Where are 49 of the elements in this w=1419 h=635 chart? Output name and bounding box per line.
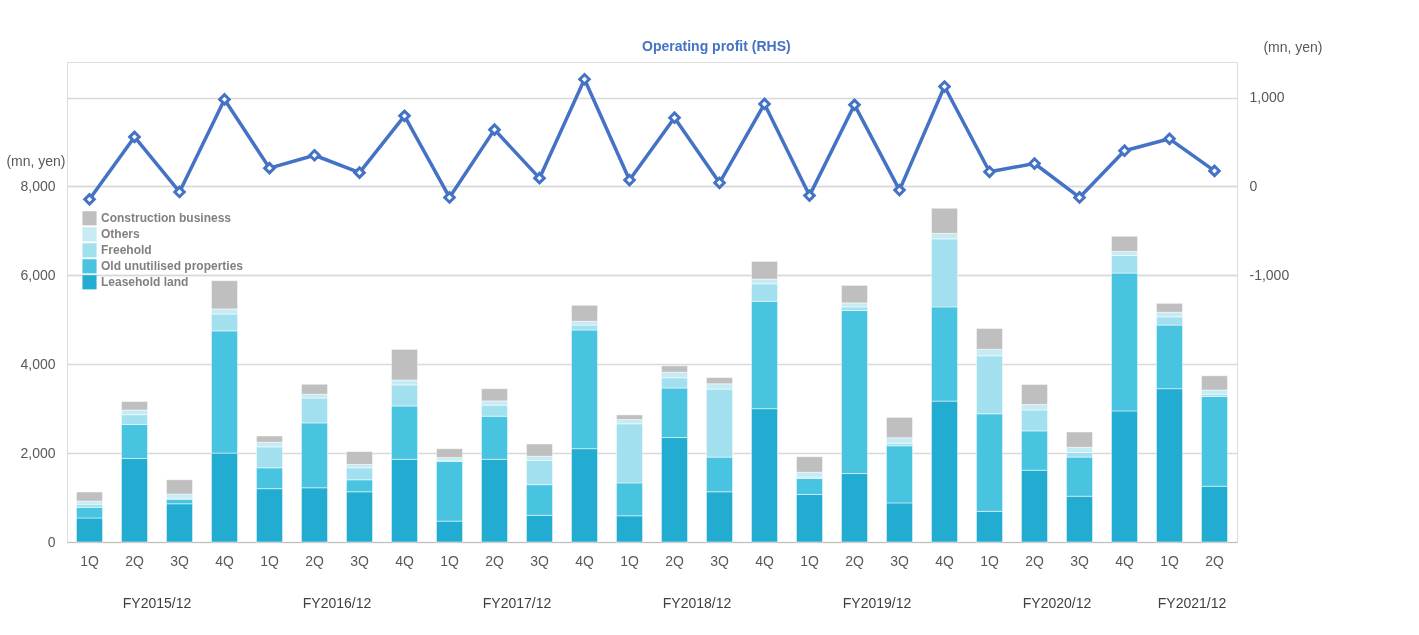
x-tick-label: 4Q — [575, 552, 594, 569]
x-tick-label: 3Q — [710, 552, 729, 569]
x-tick-label: 2Q — [665, 552, 684, 569]
y2-tick-label: 1,000 — [1249, 89, 1285, 106]
x-tick-label: 1Q — [620, 552, 639, 569]
legend-label: Freehold — [101, 243, 152, 258]
x-tick-label: 1Q — [260, 552, 279, 569]
x-tick-label: 4Q — [755, 552, 774, 569]
x-tick-label: 1Q — [800, 552, 819, 569]
x-tick-label: 2Q — [1205, 552, 1224, 569]
legend-label: Construction business — [101, 211, 232, 226]
x-tick-label: 2Q — [845, 552, 864, 569]
text: FY2016/12 — [302, 595, 372, 611]
y2-tick-label: -1,000 — [1249, 266, 1290, 283]
y-tick-label: 8,000 — [20, 177, 56, 194]
x-tick-label: 2Q — [125, 552, 144, 569]
x-tick-label: 1Q — [80, 552, 99, 569]
x-tick-label: 3Q — [890, 552, 909, 569]
y-axis-title: (mn, yen) — [6, 152, 66, 169]
x-tick-label: 4Q — [1115, 552, 1134, 569]
text: FY2020/12 — [1022, 595, 1092, 611]
y-tick-label: 0 — [47, 533, 56, 550]
x-tick-label: 2Q — [305, 552, 324, 569]
x-tick-label: 1Q — [440, 552, 459, 569]
x-tick-label: 4Q — [215, 552, 234, 569]
y-tick-label: 2,000 — [20, 444, 56, 461]
legend-label: Others — [101, 227, 140, 242]
text: FY2018/12 — [662, 595, 732, 611]
text: FY2017/12 — [482, 595, 552, 611]
y-tick-label: 4,000 — [20, 355, 56, 372]
y2-axis-title: (mn, yen) — [1263, 38, 1323, 55]
x-tick-label: 3Q — [530, 552, 549, 569]
x-tick-label: 3Q — [1070, 552, 1089, 569]
legend-label: Old unutilised properties — [101, 259, 244, 274]
y-tick-label: 6,000 — [20, 266, 56, 283]
legend-label: Leasehold land — [101, 275, 189, 290]
x-tick-label: 3Q — [350, 552, 369, 569]
x-tick-label: 2Q — [1025, 552, 1044, 569]
x-tick-label: 1Q — [980, 552, 999, 569]
x-tick-label: 4Q — [395, 552, 414, 569]
x-tick-label: 2Q — [485, 552, 504, 569]
text: FY2021/12 — [1157, 595, 1227, 611]
x-tick-label: 3Q — [170, 552, 189, 569]
text: Operating profit (RHS) — [642, 38, 791, 54]
text: FY2019/12 — [842, 595, 912, 611]
y2-tick-label: 0 — [1249, 177, 1258, 194]
text: FY2015/12 — [122, 595, 192, 611]
x-tick-label: 4Q — [935, 552, 954, 569]
x-tick-label: 1Q — [1160, 552, 1179, 569]
